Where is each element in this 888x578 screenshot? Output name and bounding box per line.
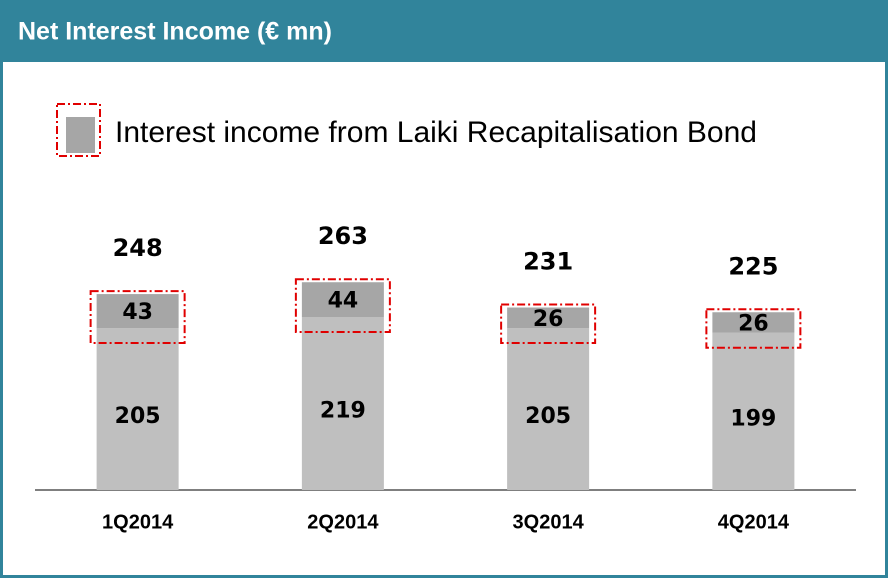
total-label: 248 [113, 234, 163, 262]
chart-title: Net Interest Income (€ mn) [18, 18, 332, 46]
highlight-frame [705, 308, 802, 349]
highlight-frame [294, 278, 391, 333]
highlight-frame [89, 290, 186, 345]
segment-label: 26 [738, 312, 769, 337]
bar-segment [507, 328, 590, 490]
segment-label: 219 [320, 398, 366, 423]
total-label: 263 [318, 222, 368, 250]
total-label: 231 [523, 248, 573, 276]
segment-label: 199 [730, 406, 776, 431]
segment-label: 43 [122, 300, 153, 325]
total-label: 225 [728, 252, 778, 280]
legend-swatch [66, 117, 95, 153]
x-tick-label: 2Q2014 [307, 511, 379, 533]
x-tick-label: 4Q2014 [718, 511, 790, 533]
legend-frame [56, 103, 101, 157]
bar-segment [712, 332, 795, 490]
bar-segment [507, 307, 590, 329]
legend-label: Interest income from Laiki Recapitalisat… [115, 116, 757, 149]
segment-label: 205 [525, 404, 571, 429]
x-tick-label: 3Q2014 [513, 511, 585, 533]
segment-label: 44 [328, 289, 359, 314]
bar-segment [712, 312, 795, 333]
highlight-frame [500, 303, 597, 345]
bar-segment [96, 294, 179, 329]
header-bar [0, 0, 888, 62]
bar-segment [301, 282, 384, 317]
segment-label: 26 [533, 307, 564, 332]
bar-segment [301, 316, 384, 490]
bar-segment [96, 328, 179, 490]
x-tick-label: 1Q2014 [102, 511, 174, 533]
segment-label: 205 [115, 404, 161, 429]
